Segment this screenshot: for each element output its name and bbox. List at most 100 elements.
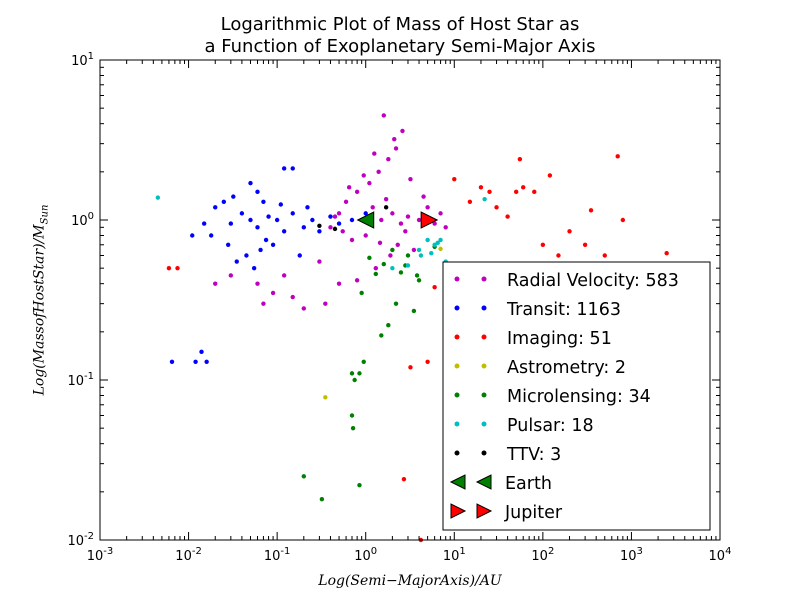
data-point [432, 285, 437, 290]
data-point [270, 290, 276, 296]
data-point [190, 233, 195, 238]
legend-label: Radial Velocity: 583 [507, 271, 679, 291]
data-point [213, 205, 218, 210]
data-point [261, 301, 266, 306]
data-point [350, 425, 356, 431]
data-point [328, 214, 333, 219]
data-point [261, 199, 266, 204]
x-tick-label: 100 [354, 546, 377, 564]
legend-marker [481, 276, 487, 282]
data-point [340, 229, 345, 234]
data-point [357, 371, 362, 376]
data-point [467, 199, 473, 204]
data-point [517, 156, 523, 162]
data-point [346, 185, 352, 190]
x-tick-label: 103 [620, 546, 643, 564]
data-point [201, 221, 207, 226]
data-point [452, 176, 457, 182]
y-tick-label: 10-1 [67, 371, 94, 389]
legend-marker [454, 305, 460, 311]
data-point [379, 217, 384, 223]
data-point [297, 253, 302, 258]
data-point [175, 265, 180, 271]
data-point [393, 146, 399, 151]
data-point [435, 240, 440, 246]
data-point [301, 474, 307, 479]
data-point [395, 242, 400, 247]
data-point [204, 359, 209, 364]
x-axis-label: Log(Semi−MajorAxis)/AU [0, 573, 800, 589]
legend-marker [476, 503, 493, 519]
y-axis-label: Log(MassofHostStar)/MSun [32, 205, 51, 396]
ticks-layer: 10-3 10-2 10-1 100 101 102 103 10410-210-110010… [67, 51, 731, 564]
y-tick-label: 100 [71, 211, 94, 229]
chart-title-line-1: Logarithmic Plot of Mass of Host Star as [220, 14, 580, 35]
legend-marker [450, 503, 467, 519]
data-point [390, 211, 395, 216]
data-point [208, 233, 214, 238]
data-point [521, 185, 526, 190]
legend-label: Jupiter [504, 503, 563, 523]
data-point [372, 151, 377, 156]
data-point [281, 273, 287, 278]
data-point [317, 229, 322, 234]
data-point [228, 273, 234, 278]
data-point [370, 205, 375, 210]
data-point [438, 237, 443, 243]
data-point [505, 214, 510, 219]
data-point [213, 281, 218, 286]
x-tick-label: 10-3 [87, 546, 114, 564]
legend-label: Earth [505, 474, 552, 494]
data-point [393, 301, 399, 306]
plot-frame [99, 59, 721, 541]
data-point [239, 211, 245, 216]
data-point [290, 166, 295, 171]
x-tick-label: 104 [709, 546, 732, 564]
data-point [390, 247, 395, 253]
data-point [494, 205, 499, 210]
data-point [361, 359, 366, 364]
data-point [567, 229, 572, 234]
data-point [349, 217, 355, 223]
data-point [155, 195, 161, 200]
data-point [425, 237, 430, 243]
data-point [411, 247, 417, 253]
legend-marker [481, 305, 487, 311]
data-point [408, 365, 413, 370]
data-point [377, 240, 383, 246]
legend-label: Microlensing: 34 [507, 387, 651, 407]
data-point [343, 199, 349, 204]
legend-marker [481, 363, 487, 369]
x-tick-label: 102 [531, 546, 554, 564]
data-point [317, 223, 322, 228]
data-point [401, 476, 407, 482]
legend-label: Imaging: 51 [507, 329, 612, 349]
data-point [319, 496, 325, 502]
chart-title-line-2: a Function of Exoplanetary Semi-Major Ax… [204, 36, 596, 57]
data-point [388, 253, 393, 258]
data-point [357, 483, 362, 488]
data-point [301, 225, 307, 230]
data-point [323, 301, 328, 306]
data-point [386, 323, 391, 328]
data-point [513, 189, 519, 195]
data-point [258, 247, 263, 253]
data-point [332, 214, 338, 219]
data-point [278, 202, 284, 207]
data-point [255, 189, 260, 195]
data-point [248, 180, 253, 186]
data-point [556, 253, 561, 258]
legend-marker [481, 392, 487, 398]
x-axis-label-text: Log(Semi−MajorAxis)/AU [318, 573, 502, 589]
data-point [290, 294, 295, 300]
data-point [478, 185, 484, 190]
data-point [169, 359, 175, 364]
data-point [390, 265, 395, 271]
data-point [228, 221, 234, 226]
data-point [487, 189, 492, 195]
data-point [281, 166, 287, 171]
data-point [392, 136, 397, 142]
legend-marker [454, 421, 460, 427]
data-point [352, 377, 357, 383]
